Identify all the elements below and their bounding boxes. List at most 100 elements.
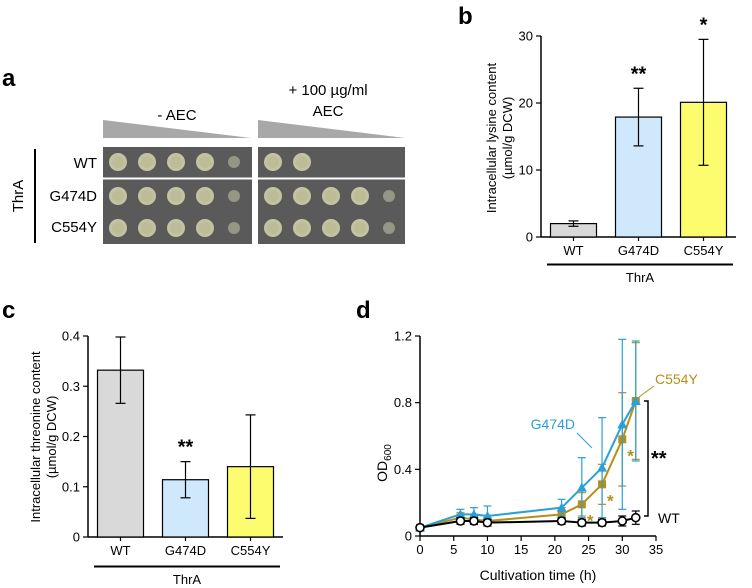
category-label: C554Y <box>231 543 271 558</box>
x-tick-label: 20 <box>548 542 562 557</box>
colony-spot-center <box>112 222 124 234</box>
x-tick-label: 5 <box>450 542 457 557</box>
colony-spot-center <box>170 156 182 168</box>
data-point <box>630 512 641 523</box>
data-point <box>455 509 466 519</box>
y-tick-label: 0.2 <box>62 429 80 444</box>
y-tick-label: 0.4 <box>394 462 412 477</box>
x-tick-label: 35 <box>649 542 663 557</box>
panel-d-letter: d <box>356 297 371 324</box>
panel-d: d 00.40.81.20 5 10 15 20 25 30 35G474DC554YWT**… <box>356 297 698 583</box>
row-label-wt: WT <box>74 155 97 172</box>
significance-marker: ** <box>178 437 194 459</box>
data-point <box>415 522 425 533</box>
colony-spot-center <box>296 190 308 202</box>
y-tick-label: 0.1 <box>62 479 80 494</box>
data-point <box>468 509 479 519</box>
panel-a: a - AEC + 100 µg/ml AEC ThrA WT G474D C5… <box>2 65 405 244</box>
significance-marker: * <box>700 14 708 36</box>
row-label-c554y: C554Y <box>51 219 97 236</box>
colony-spot <box>228 190 240 202</box>
data-point <box>576 482 587 492</box>
colony-spot-center <box>170 190 182 202</box>
group-significance-marker: ** <box>651 448 667 470</box>
colony-spot <box>228 222 240 234</box>
aec-label-line2: AEC <box>313 103 344 120</box>
panel-a-letter: a <box>2 65 16 92</box>
panel-b-letter: b <box>458 3 473 30</box>
point-significance-marker: * <box>627 446 634 465</box>
aec-label-line1: + 100 µg/ml <box>288 82 367 99</box>
colony-spot-center <box>170 222 182 234</box>
lysine-xlabel: ThrA <box>626 270 655 285</box>
panel-c-letter: c <box>2 297 15 324</box>
significance-bracket <box>644 400 649 517</box>
y-tick-label: 0.4 <box>62 329 80 344</box>
threonine-bar-chart: 0 0.1 0.2 0.3 0.4 WT G474D ** C554Y <box>62 329 283 558</box>
colony-spot-center <box>296 222 308 234</box>
colony-spot-center <box>141 156 153 168</box>
data-point <box>597 517 607 528</box>
y-tick-label: 10 <box>519 163 533 178</box>
no-aec-label: - AEC <box>157 107 196 124</box>
series-label-wt: WT <box>658 510 680 526</box>
data-point <box>556 516 567 526</box>
category-label: WT <box>110 543 130 558</box>
od-ylabel-subscript: 600 <box>383 444 394 461</box>
colony-spot-center <box>267 222 279 234</box>
colony-spot-center <box>267 156 279 168</box>
panel-b: b 0 10 20 30 WT G474D ** C554Y * Intracellular l… <box>458 3 736 285</box>
cultivation-time-xlabel: Cultivation time (h) <box>480 567 597 583</box>
data-point <box>482 511 493 520</box>
data-point <box>630 396 641 405</box>
category-label: G474D <box>165 543 206 558</box>
colony-spot-center <box>141 190 153 202</box>
colony-spot <box>228 156 240 168</box>
colony-spot <box>383 222 395 234</box>
row-label-g474d: G474D <box>49 188 97 205</box>
series-label-leader <box>638 385 655 398</box>
threonine-ylabel-line2: (µmol/g DCW) <box>44 396 59 479</box>
colony-spot-center <box>325 222 337 234</box>
colony-spot-center <box>199 156 211 168</box>
lysine-ylabel-line2: (µmol/g DCW) <box>500 97 515 180</box>
colony-spot-center <box>112 156 124 168</box>
y-tick-label: 20 <box>519 96 533 111</box>
colony-spot <box>383 190 395 202</box>
category-label: WT <box>563 243 583 258</box>
dilution-wedge-no-aec <box>103 120 251 138</box>
significance-marker: ** <box>631 63 647 85</box>
y-tick-label: 0 <box>73 530 80 545</box>
point-significance-marker: * <box>607 491 614 510</box>
panel-c: c 0 0.1 0.2 0.3 0.4 WT G474D ** C554Y Intracellu… <box>2 297 283 587</box>
y-tick-label: 1.2 <box>394 329 412 344</box>
data-point <box>577 517 587 528</box>
dilution-wedge-aec <box>258 120 405 138</box>
colony-spot-center <box>325 190 337 202</box>
category-label: G474D <box>618 243 659 258</box>
colony-spot-center <box>354 190 366 202</box>
od-ylabel-main: OD <box>374 461 390 482</box>
x-tick-label: 25 <box>581 542 595 557</box>
data-point <box>455 516 466 526</box>
threonine-xlabel: ThrA <box>173 572 202 587</box>
colony-spot-center <box>267 190 279 202</box>
point-significance-marker: * <box>587 511 594 530</box>
data-point <box>469 516 479 526</box>
colony-spot-center <box>141 222 153 234</box>
lysine-ylabel-line1: Intracellular lysine content <box>484 62 499 213</box>
colony-spot-center <box>112 190 124 202</box>
y-tick-label: 0 <box>405 529 412 544</box>
data-point <box>482 517 493 528</box>
thra-group-label: ThrA <box>10 180 27 213</box>
y-tick-label: 30 <box>519 29 533 44</box>
x-tick-label: 30 <box>615 542 629 557</box>
y-tick-label: 0.8 <box>394 395 412 410</box>
spots-aec <box>264 153 395 237</box>
data-point <box>556 502 567 512</box>
spots-no-aec <box>109 153 240 237</box>
threonine-ylabel-line1: Intracellular threonine content <box>28 351 43 523</box>
series-label-c554y: C554Y <box>655 371 698 387</box>
colony-spot-center <box>296 156 308 168</box>
